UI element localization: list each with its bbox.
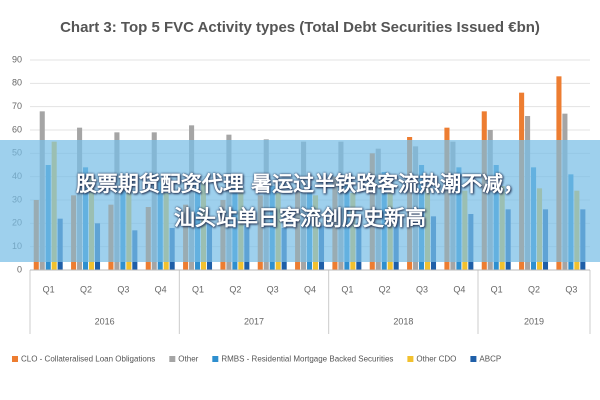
group-label: 2019 [524,316,544,326]
legend-label: Other [178,355,198,364]
x-tick-label: Q2 [80,284,92,294]
x-tick-label: Q4 [304,284,316,294]
x-tick-label: Q4 [453,284,465,294]
legend-swatch [169,356,176,362]
overlay-text: 汕头站单日客流创历史新高 [174,206,426,230]
x-tick-label: Q3 [117,284,129,294]
x-tick-label: Q3 [267,284,279,294]
legend-label: Other CDO [416,355,456,364]
x-tick-label: Q1 [341,284,353,294]
x-tick-label: Q3 [565,284,577,294]
chart-title: Chart 3: Top 5 FVC Activity types (Total… [60,19,540,36]
legend-swatch [470,356,477,362]
x-tick-label: Q1 [491,284,503,294]
y-tick-label: 90 [12,54,22,64]
x-tick-label: Q3 [416,284,428,294]
legend-swatch [407,356,414,362]
legend-swatch [12,356,18,362]
group-label: 2018 [393,316,413,326]
group-label: 2016 [95,316,115,326]
overlay-banner: 股票期货配资代理 暑运过半铁路客流热潮不减， 汕头站单日客流创历史新高 [0,140,600,262]
legend-label: CLO - Collateralised Loan Obligations [21,355,155,364]
y-tick-label: 80 [12,78,22,88]
legend-label: ABCP [479,355,501,364]
x-tick-label: Q2 [528,284,540,294]
x-tick-label: Q2 [229,284,241,294]
legend-swatch [212,356,219,362]
y-tick-label: 0 [17,264,22,274]
x-tick-label: Q2 [379,284,391,294]
y-tick-label: 60 [12,124,22,134]
x-tick-label: Q1 [43,284,55,294]
group-label: 2017 [244,316,264,326]
overlay-text: 股票期货配资代理 暑运过半铁路客流热潮不减， [75,172,525,196]
legend-label: RMBS - Residential Mortgage Backed Secur… [221,355,393,364]
x-tick-label: Q4 [155,284,167,294]
x-tick-label: Q1 [192,284,204,294]
y-tick-label: 70 [12,101,22,111]
